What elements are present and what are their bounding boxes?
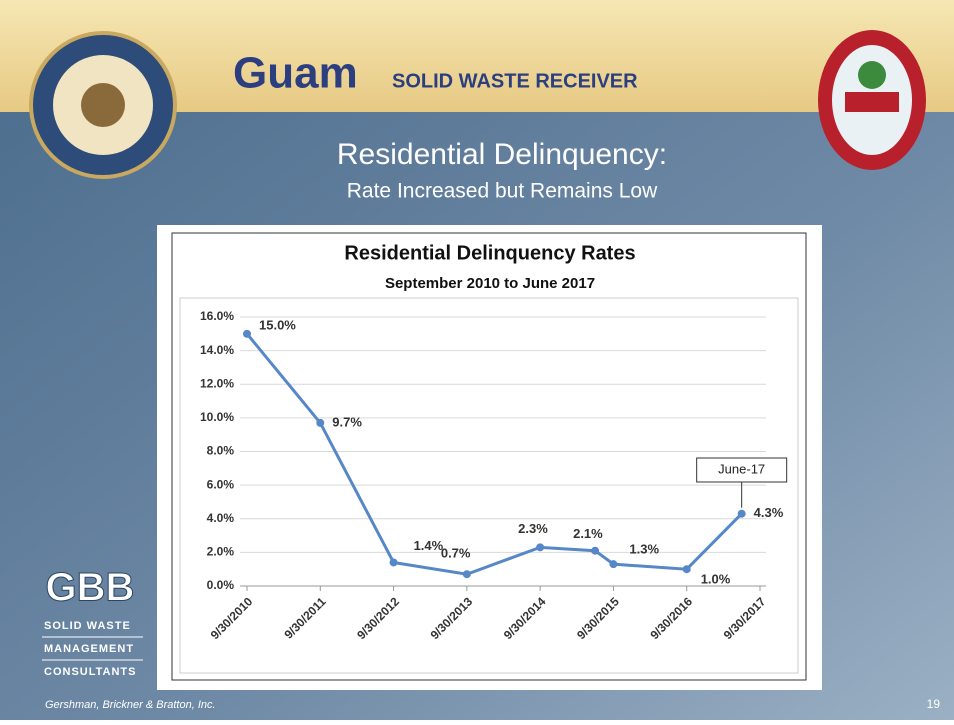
data-label: 1.0% [701, 572, 731, 587]
y-tick-label: 12.0% [200, 376, 234, 390]
data-label: 2.1% [573, 526, 603, 541]
y-tick-label: 8.0% [207, 444, 235, 458]
guam-seal [818, 30, 926, 170]
y-tick-label: 2.0% [207, 545, 235, 559]
point [389, 558, 398, 567]
point [462, 570, 471, 579]
annotation-box [696, 457, 788, 483]
point [243, 329, 251, 338]
brand: Guam [233, 49, 358, 98]
chart-frame [171, 232, 807, 681]
y-tick-label: 10.0% [200, 410, 234, 424]
point [682, 565, 691, 574]
logo-line: MANAGEMENT [44, 643, 134, 655]
data-label: 15.0% [259, 317, 296, 332]
logo-line: CONSULTANTS [44, 666, 136, 678]
chart-subtitle: September 2010 to June 2017 [385, 275, 595, 292]
data-label: 9.7% [332, 414, 362, 429]
y-tick-label: 4.0% [207, 511, 235, 525]
brand-sub: SOLID WASTE RECEIVER [392, 70, 638, 92]
court-seal [29, 31, 177, 179]
y-tick-label: 6.0% [207, 477, 235, 491]
data-label: 4.3% [754, 505, 784, 520]
point [536, 543, 545, 552]
y-tick-label: 0.0% [207, 578, 235, 592]
chart-title: Residential Delinquency Rates [344, 242, 635, 264]
y-tick-label: 14.0% [200, 343, 234, 357]
point [591, 546, 600, 555]
logo-line: SOLID WASTE [44, 620, 131, 632]
slide-subtitle: Rate Increased but Remains Low [347, 180, 658, 203]
logo: GBB [46, 566, 135, 610]
y-tick-label: 16.0% [200, 309, 234, 323]
data-label: 0.7% [441, 546, 471, 561]
plot-frame [179, 297, 799, 674]
page-number: 19 [927, 697, 941, 711]
point [316, 418, 325, 427]
annotation: June-17 [718, 461, 765, 476]
data-label: 1.4% [414, 538, 444, 553]
data-label: 2.3% [518, 521, 548, 536]
point [737, 509, 746, 518]
footer: Gershman, Brickner & Bratton, Inc. [45, 699, 216, 711]
data-label: 1.3% [629, 542, 659, 557]
point [609, 560, 618, 569]
slide-title: Residential Delinquency: [337, 138, 667, 171]
